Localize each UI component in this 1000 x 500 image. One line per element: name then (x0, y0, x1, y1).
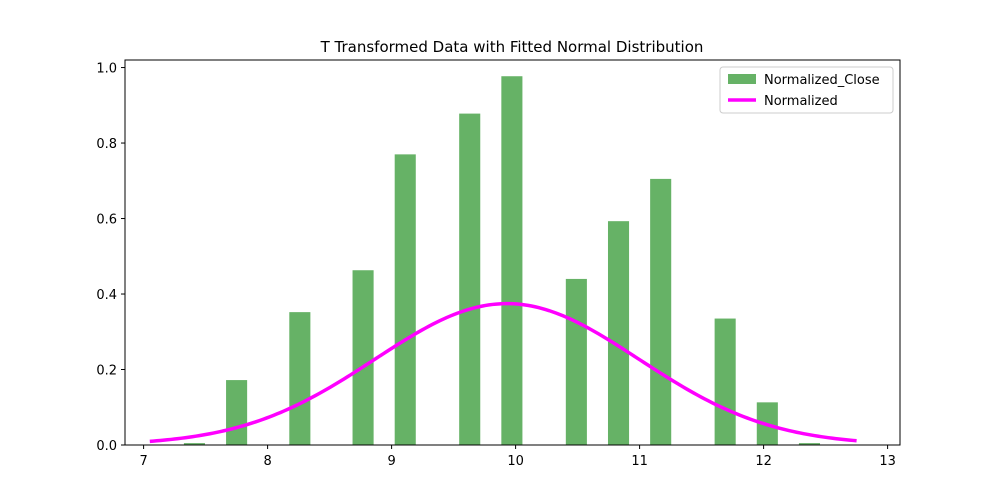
bar-4 (394, 154, 416, 446)
fitted-curve-group (149, 301, 857, 444)
x-tick-label-1: 8 (263, 454, 271, 469)
axes: 7 8 9 10 11 12 13 0.0 0.2 0.4 0.6 0.8 1.0 (96, 59, 901, 469)
legend-swatch-bars (728, 74, 756, 84)
bar-12 (798, 443, 821, 445)
fitted-normal-curve (149, 301, 857, 444)
legend-label-curve: Normalized (764, 94, 838, 109)
x-tick-label-5: 12 (755, 454, 772, 469)
y-tick-label-4: 0.8 (96, 137, 117, 152)
bar-0 (183, 443, 205, 445)
x-tick-label-0: 7 (139, 454, 147, 469)
y-tick-label-3: 0.6 (96, 213, 117, 228)
bar-6 (501, 76, 523, 445)
x-tick-label-6: 13 (879, 454, 896, 469)
bar-7 (565, 278, 587, 445)
legend-box (719, 66, 894, 114)
bar-5 (459, 113, 481, 446)
y-tick-label-5: 1.0 (96, 62, 117, 77)
bars-group (183, 76, 821, 446)
y-tick-label-2: 0.4 (96, 288, 117, 303)
bar-3 (352, 270, 374, 445)
x-tick-label-2: 9 (387, 454, 395, 469)
bar-2 (289, 312, 311, 445)
bar-9 (650, 178, 672, 445)
x-tick-label-4: 11 (631, 454, 648, 469)
x-tick-label-3: 10 (507, 454, 524, 469)
chart-title: T Transformed Data with Fitted Normal Di… (320, 38, 704, 56)
legend-label-bars: Normalized_Close (764, 73, 880, 88)
bar-1 (226, 380, 248, 445)
y-tick-label-0: 0.0 (96, 439, 117, 454)
y-tick-label-1: 0.2 (96, 364, 117, 379)
legend: Normalized_Close Normalized (719, 66, 894, 114)
plot-frame (124, 59, 901, 446)
bar-8 (607, 221, 630, 445)
bar-10 (714, 318, 736, 445)
